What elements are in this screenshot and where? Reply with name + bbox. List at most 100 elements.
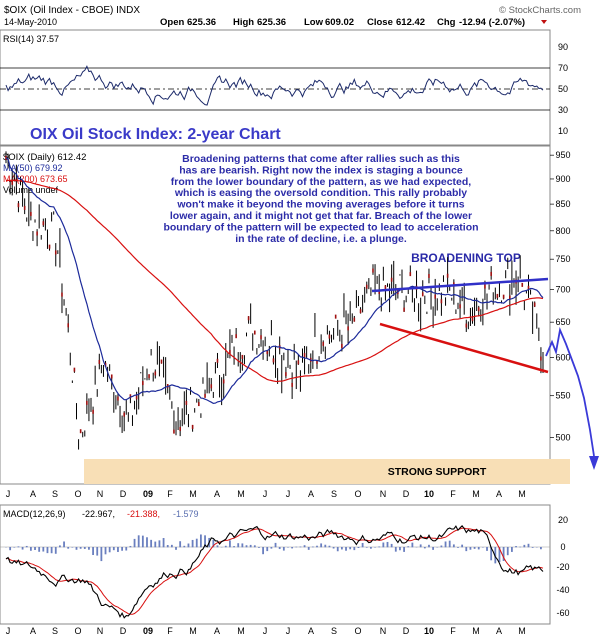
- macd-panel-frame: [0, 504, 551, 625]
- price-bar-body: [129, 394, 132, 399]
- price-tick-label: 700: [555, 285, 570, 295]
- macd-histogram-bar: [233, 546, 235, 548]
- macd-histogram-bar: [50, 547, 53, 554]
- support-band-ext: [550, 459, 570, 484]
- macd-histogram-bar: [515, 546, 517, 548]
- macd-histogram-bar: [17, 546, 20, 548]
- price-bar-body: [67, 323, 70, 328]
- high-value: 625.36: [257, 17, 286, 28]
- macd-histogram-bar: [187, 543, 190, 548]
- low-label: Low: [304, 17, 324, 28]
- month-label: A: [214, 489, 220, 499]
- macd-histogram-bar: [79, 547, 82, 549]
- macd-histogram-bar: [316, 545, 318, 548]
- macd-histogram-bar: [523, 544, 526, 548]
- price-bar-body: [241, 354, 244, 359]
- macd-histogram-bar: [262, 547, 264, 555]
- macd-tick-label: 20: [558, 515, 568, 525]
- price-bar-body: [465, 323, 468, 328]
- legend-main: $OIX (Daily) 612.42: [3, 152, 86, 163]
- macd-histogram-bar: [448, 540, 451, 548]
- chart-title: OIX Oil Stock Index: 2-year Chart: [30, 126, 281, 143]
- macd-value: -22.967,: [82, 509, 115, 519]
- month-label: M: [237, 489, 245, 499]
- price-bar-body: [117, 396, 119, 401]
- price-bar-body: [266, 350, 269, 355]
- macd-histogram-bar: [83, 547, 86, 549]
- macd-histogram-bar: [270, 547, 273, 549]
- price-bar-body: [484, 284, 486, 289]
- macd-histogram-bar: [486, 547, 488, 551]
- macd-histogram-bar: [457, 547, 459, 548]
- price-bar-body: [148, 374, 150, 379]
- month-label: M: [518, 626, 526, 636]
- month-label: A: [30, 489, 36, 499]
- macd-histogram-bar: [494, 547, 497, 564]
- macd-label: MACD(12,26,9): [3, 509, 66, 519]
- price-bar-body: [285, 372, 287, 377]
- price-bar-body: [17, 203, 20, 208]
- price-bar-body: [216, 358, 219, 363]
- macd-histogram-bar: [303, 545, 306, 548]
- price-tick-label: 800: [555, 226, 570, 236]
- macd-tick-label: -40: [556, 585, 569, 595]
- rsi-tick-label: 90: [558, 42, 568, 52]
- macd-signal-value: -21.388,: [127, 509, 160, 519]
- macd-histogram-bar: [428, 544, 430, 548]
- month-label: N: [97, 626, 104, 636]
- macd-histogram-bar: [112, 547, 115, 551]
- macd-histogram-bar: [34, 547, 36, 550]
- macd-histogram-bar: [137, 535, 140, 548]
- macd-histogram-bar: [432, 547, 435, 550]
- month-label: F: [450, 489, 456, 499]
- macd-line: [5, 524, 544, 619]
- macd-histogram-bar: [340, 547, 343, 550]
- macd-histogram-bar: [96, 547, 99, 556]
- macd-histogram-bar: [92, 547, 94, 556]
- macd-histogram-bar: [540, 547, 542, 550]
- month-label: F: [167, 489, 173, 499]
- price-bar-body: [291, 382, 293, 387]
- month-label: O: [74, 626, 81, 636]
- macd-histogram-bar: [212, 539, 215, 548]
- macd-histogram-bar: [461, 544, 464, 548]
- macd-histogram-bar: [423, 547, 426, 549]
- price-bar-body: [403, 307, 405, 312]
- rsi-tick-label: 70: [558, 63, 568, 73]
- ma50-line: [5, 157, 544, 405]
- macd-histogram-bar: [195, 538, 198, 548]
- support-label: STRONG SUPPORT: [388, 466, 487, 478]
- month-axis-top: J A S O N D 09 F M A M J J A S O N D 10 F M A M: [6, 489, 526, 499]
- month-label: A: [308, 489, 314, 499]
- macd-histogram-bar: [150, 539, 153, 548]
- macd-histogram-bar: [336, 547, 339, 552]
- month-label: J: [263, 626, 268, 636]
- macd-histogram-bar: [440, 545, 443, 548]
- month-label: M: [472, 626, 480, 636]
- macd-histogram-bar: [75, 547, 78, 550]
- macd-histogram-bar: [71, 547, 74, 548]
- macd-histogram-bar: [54, 547, 57, 554]
- rsi-panel: RSI(14) 37.57 90 70 50 30 10: [0, 29, 568, 146]
- price-bar-body: [154, 371, 157, 376]
- month-label: J: [263, 489, 268, 499]
- price-bar-body: [490, 271, 492, 276]
- macd-histogram-bar: [278, 547, 281, 550]
- macd-histogram-bar: [274, 542, 277, 548]
- macd-histogram-bar: [390, 543, 393, 548]
- month-label: M: [189, 626, 197, 636]
- month-label: O: [354, 489, 361, 499]
- price-bar-body: [359, 309, 362, 314]
- projection-path[interactable]: [545, 326, 595, 457]
- price-bar-body: [372, 268, 374, 273]
- macd-histogram-bar: [382, 542, 385, 548]
- legend-ma50: MA(50) 679.92: [3, 163, 63, 173]
- price-bar-body: [160, 359, 163, 364]
- macd-histogram-bar: [299, 546, 302, 548]
- support-band: [84, 459, 550, 484]
- macd-histogram-bar: [490, 547, 493, 561]
- price-bar-body: [123, 412, 125, 417]
- price-bar-body: [390, 277, 393, 282]
- macd-histogram-bar: [378, 546, 381, 548]
- macd-tick-label: 0: [560, 542, 565, 552]
